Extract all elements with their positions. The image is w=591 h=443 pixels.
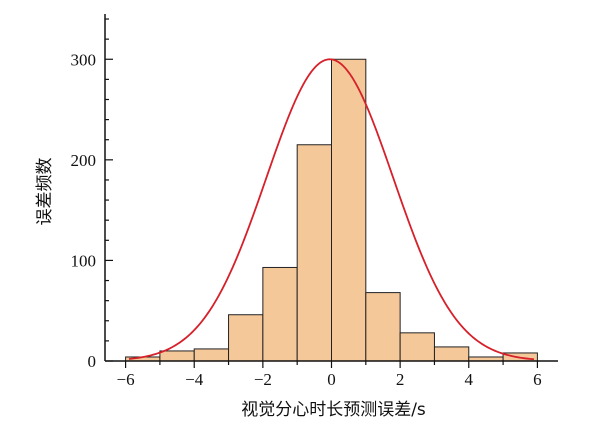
x-tick-label: −2	[254, 370, 272, 389]
x-tick-label: −4	[185, 370, 204, 389]
bars-group	[125, 58, 538, 362]
histogram-bar	[228, 314, 264, 362]
y-tick-label: 100	[71, 251, 97, 270]
x-tick-label: 6	[533, 370, 542, 389]
x-axis-title: 视觉分心时长预测误差/s	[241, 400, 426, 420]
histogram-bar	[296, 144, 333, 362]
y-tick-label: 0	[88, 352, 97, 371]
x-ticks-group: −6 −4 −2 0 2 4 6	[117, 361, 542, 389]
histogram-bar	[331, 58, 367, 362]
x-tick-label: −6	[117, 370, 135, 389]
histogram-bar	[193, 348, 230, 362]
histogram-bar	[399, 332, 435, 362]
histogram-bar	[159, 350, 195, 362]
histogram-bar	[433, 346, 470, 362]
y-tick-label: 300	[71, 50, 97, 69]
y-tick-label: 200	[71, 151, 97, 170]
x-tick-label: 2	[396, 370, 405, 389]
y-ticks-group: 0 100 200 300	[71, 18, 113, 371]
y-axis-title: 误差频数	[35, 158, 55, 226]
histogram-bar	[365, 292, 401, 362]
normal-fit-curve	[128, 58, 535, 361]
x-tick-label: 0	[327, 370, 336, 389]
x-tick-label: 4	[465, 370, 474, 389]
histogram-bar	[262, 266, 298, 362]
